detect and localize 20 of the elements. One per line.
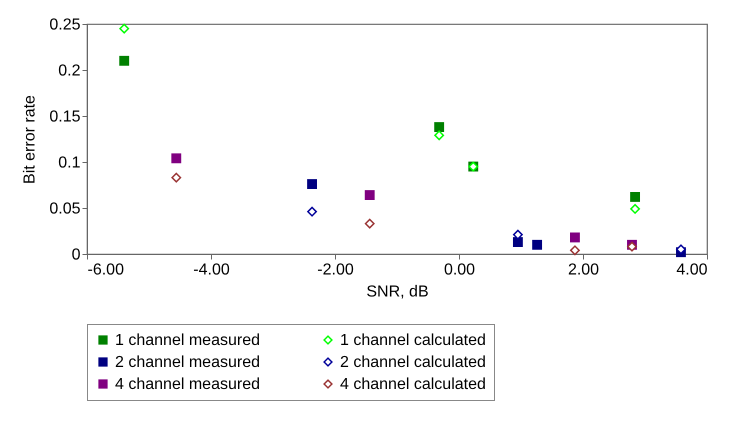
y-tick-label: 0.05	[49, 200, 81, 218]
y-tick-label: 0.1	[58, 154, 81, 172]
y-axis-title: Bit error rate	[21, 94, 38, 184]
y-tick-label: 0	[72, 246, 81, 264]
x-tick-label: 4.00	[676, 262, 708, 278]
legend-label: 4 channel calculated	[340, 376, 486, 393]
y-tick-label: 0.2	[58, 62, 81, 80]
y-tick-label: 0.25	[49, 16, 81, 34]
x-tick-label: 2.00	[568, 262, 600, 278]
legend-label: 2 channel measured	[115, 354, 260, 371]
legend-label: 4 channel measured	[115, 376, 260, 393]
legend-label: 2 channel calculated	[340, 354, 486, 371]
x-tick-label: -2.00	[317, 262, 354, 278]
x-tick-label: 0.00	[444, 262, 476, 278]
x-axis-title: SNR, dB	[366, 284, 429, 300]
x-tick-label: -6.00	[88, 262, 124, 278]
x-tick-label: -4.00	[193, 262, 230, 278]
legend-label: 1 channel calculated	[340, 332, 486, 349]
legend-label: 1 channel measured	[115, 332, 260, 349]
y-tick-label: 0.15	[49, 108, 81, 126]
